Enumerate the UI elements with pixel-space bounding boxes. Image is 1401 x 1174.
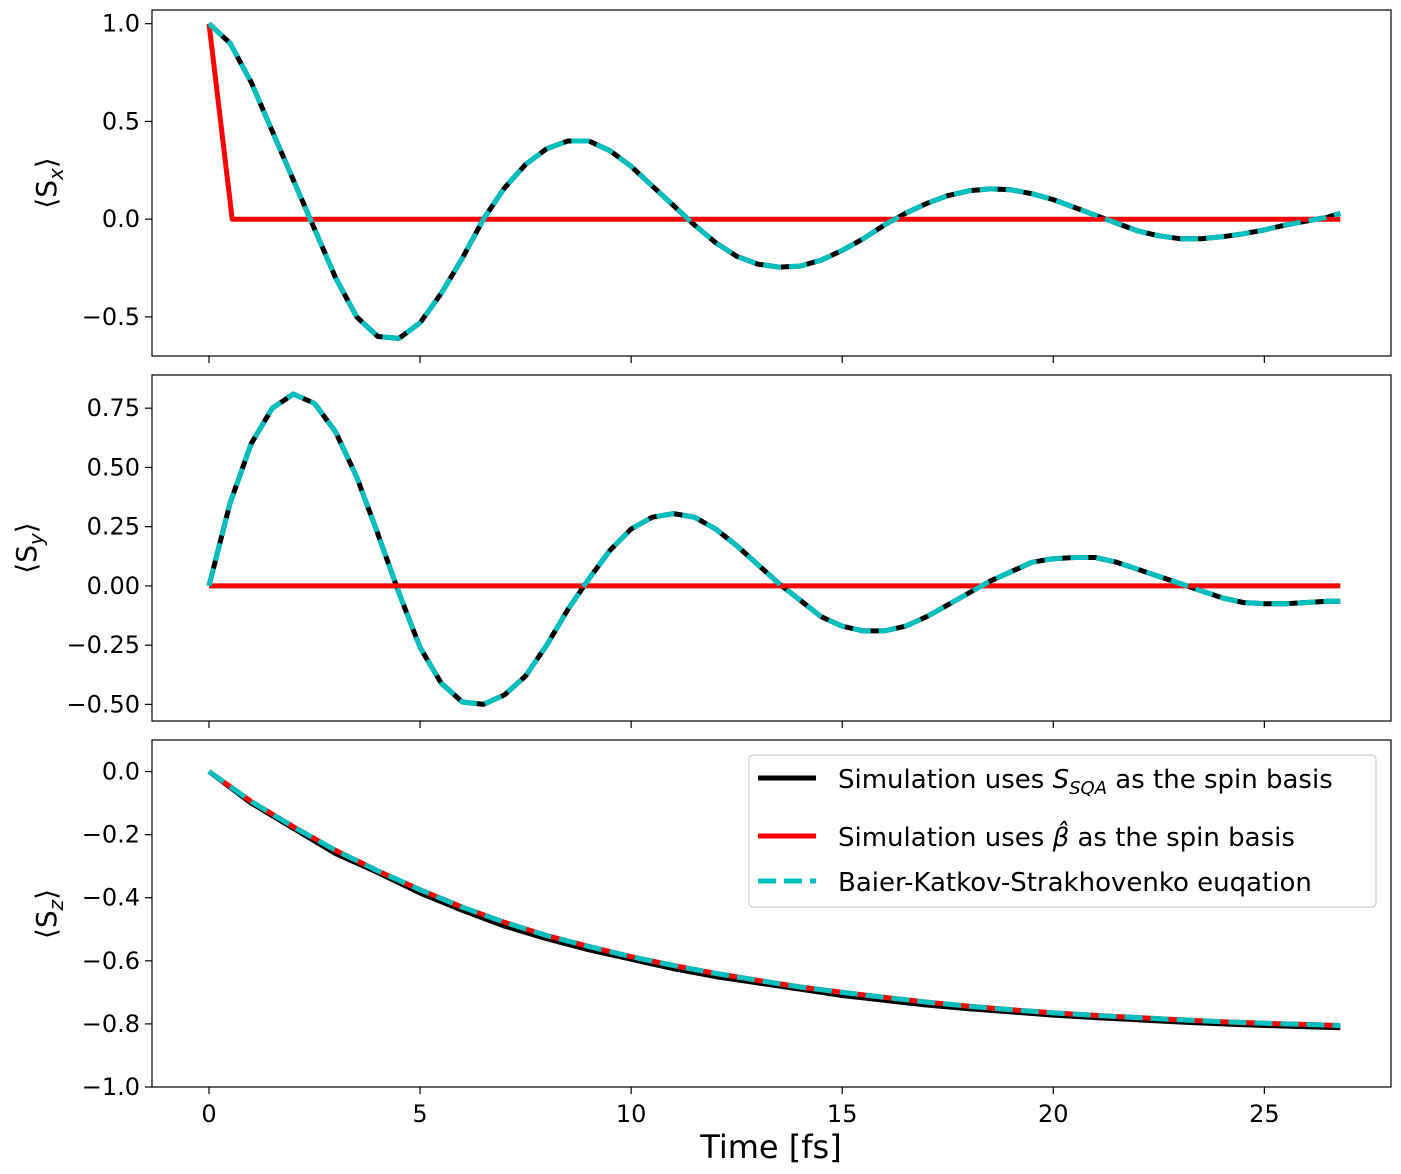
panel-sz-ytick-label: 0.0 [102,758,140,786]
panel-sx-ylabel: ⟨Sx⟩ [30,157,68,208]
panel-sz-xtick-label: 5 [412,1100,427,1128]
panel-sz-ytick-label: −0.6 [82,947,140,975]
panel-sx-series-beta [206,23,1341,222]
panel-sz-ylabel: ⟨Sz⟩ [30,889,68,939]
panel-sz-series [207,769,1341,1031]
legend-label-bks: Baier-Katkov-Strakhovenko euqation [838,868,1312,898]
panel-sy-ylabel: ⟨Sy⟩ [10,522,48,573]
panel-sx-xticks [208,356,1265,363]
legend: Simulation uses SSQA as the spin basis S… [748,754,1377,908]
panel-sz-ytick-label: −0.2 [82,821,140,849]
panel-sz: 0.0−0.2−0.4−0.6−0.8−1.0 0 5 10 15 20 25 ⟨Sz⟩ … [30,739,1392,1166]
panel-sx-series-bks [207,21,1342,341]
panel-sz-xtick-label: 0 [201,1100,216,1128]
panel-sy-ytick-label: 0.25 [87,513,140,541]
panel-sz-xtick-label: 10 [616,1100,647,1128]
legend-box [748,754,1377,908]
panel-sy-frame [151,374,1392,722]
panel-sy-ytick-label: −0.25 [66,631,140,659]
panel-sz-xticks: 0 5 10 15 20 25 [201,1087,1280,1128]
panel-sx-ytick-label: 0.5 [102,107,140,135]
panel-sy-ytick-label: 0.50 [87,453,140,481]
panel-sz-yticks: 0.0 −0.2 −0.4 −0.6 −0.8 −1.0 [82,758,152,1101]
panel-sy-ytick-label: 0.00 [87,572,140,600]
panel-sy-yticks: 0.75 0.50 0.25 0.00 −0.25 −0.50 [66,394,152,718]
panel-sy: 0.75 0.50 0.25 0.00 −0.25 −0.50 ⟨Sy⟩ [10,374,1392,728]
legend-label-sqa: Simulation uses SSQA as the spin basis [838,765,1333,799]
panel-sx-ytick-label: 1.0 [102,10,140,38]
x-axis-label: Time [fs] [699,1128,841,1166]
panel-sx: 1.0 0.5 0.0 −0.5 ⟨Sx⟩ [30,9,1392,363]
panel-sx-yticks: 1.0 0.5 0.0 −0.5 [82,10,152,331]
panel-sy-xticks [208,721,1265,728]
panel-sy-series-bks [206,391,1341,707]
panel-sz-ytick-label: −0.4 [82,884,140,912]
panel-sx-frame [151,9,1392,357]
panel-sy-ytick-label: 0.75 [87,394,140,422]
panel-sz-ytick-label: −1.0 [82,1073,140,1101]
panel-sz-series-bks [207,769,1341,1028]
legend-label-beta: Simulation uses β̂ as the spin basis [838,819,1295,853]
panel-sy-ytick-label: −0.50 [66,690,140,718]
panel-sx-ytick-label: −0.5 [82,303,140,331]
panel-sz-xtick-label: 25 [1249,1100,1280,1128]
panel-sy-series [206,391,1341,707]
panel-sz-xtick-label: 15 [827,1100,858,1128]
panel-sz-ytick-label: −0.8 [82,1010,140,1038]
panel-sz-xtick-label: 20 [1038,1100,1069,1128]
panel-sx-series [206,21,1342,341]
panel-sx-ytick-label: 0.0 [102,205,140,233]
